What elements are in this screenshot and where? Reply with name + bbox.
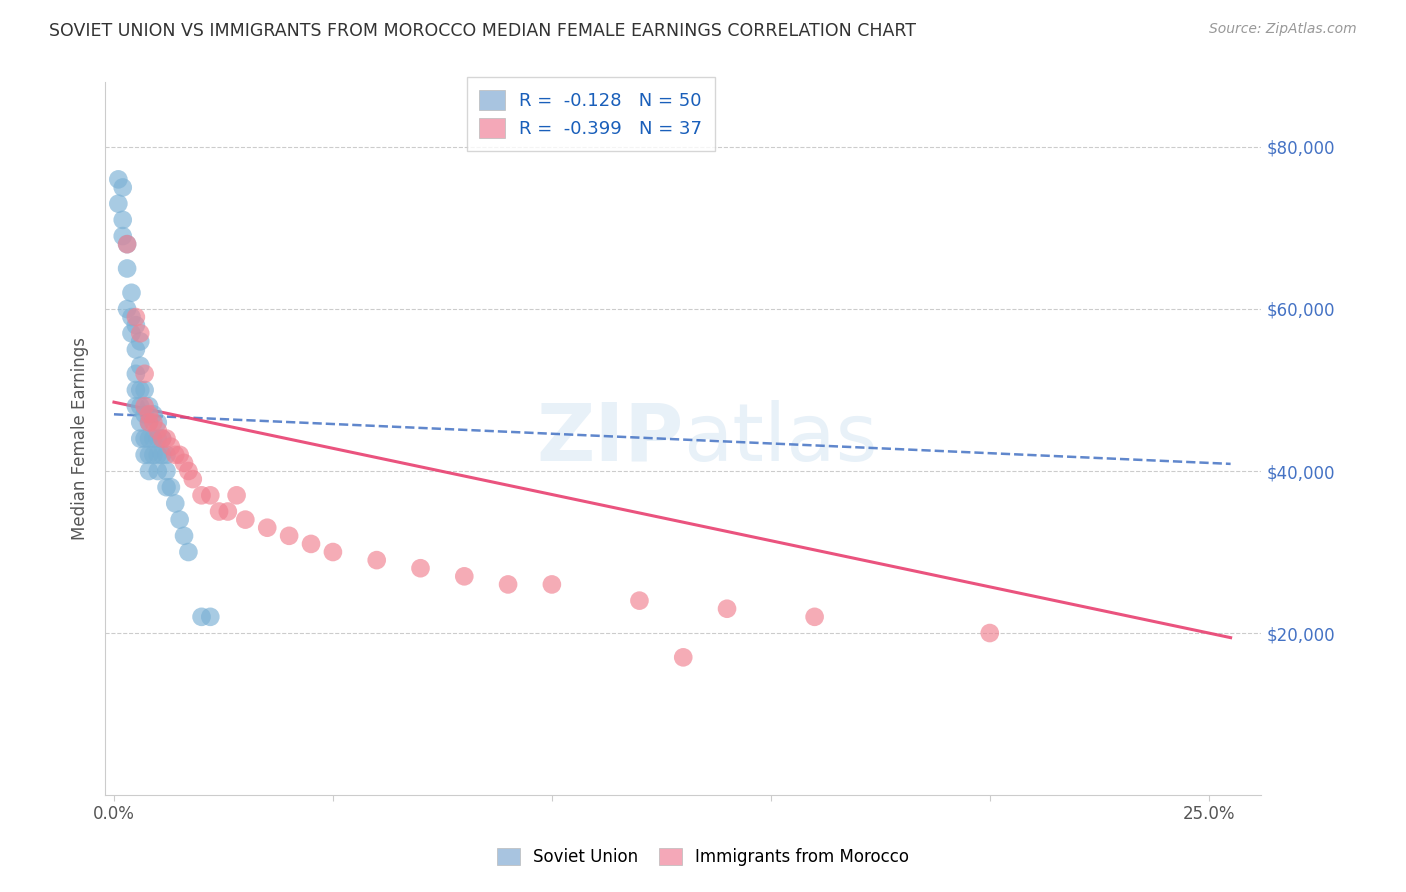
Point <box>125 383 148 397</box>
Point <box>672 650 695 665</box>
Point <box>138 407 160 421</box>
Point <box>979 626 1001 640</box>
Point <box>134 407 156 421</box>
Point <box>150 432 173 446</box>
Point <box>111 212 134 227</box>
Point <box>138 399 160 413</box>
Point <box>208 504 231 518</box>
Text: atlas: atlas <box>683 400 877 477</box>
Point <box>107 196 129 211</box>
Text: Source: ZipAtlas.com: Source: ZipAtlas.com <box>1209 22 1357 37</box>
Point <box>129 383 152 397</box>
Point <box>115 301 138 316</box>
Point <box>169 448 191 462</box>
Point <box>146 416 169 430</box>
Point <box>150 432 173 446</box>
Point <box>409 561 432 575</box>
Point <box>142 448 165 462</box>
Point <box>200 488 222 502</box>
Point <box>111 229 134 244</box>
Point <box>134 367 156 381</box>
Point <box>146 448 169 462</box>
Point <box>233 513 256 527</box>
Point <box>138 416 160 430</box>
Point <box>155 432 177 446</box>
Y-axis label: Median Female Earnings: Median Female Earnings <box>72 337 89 541</box>
Point <box>256 521 278 535</box>
Point <box>146 464 169 478</box>
Point <box>541 577 564 591</box>
Point <box>155 464 177 478</box>
Point <box>107 172 129 186</box>
Text: ZIP: ZIP <box>536 400 683 477</box>
Point <box>115 237 138 252</box>
Point <box>190 610 212 624</box>
Point <box>160 480 183 494</box>
Point <box>142 432 165 446</box>
Legend: Soviet Union, Immigrants from Morocco: Soviet Union, Immigrants from Morocco <box>491 841 915 873</box>
Point <box>716 601 738 615</box>
Point <box>177 464 200 478</box>
Point <box>125 367 148 381</box>
Point <box>129 416 152 430</box>
Point <box>366 553 388 567</box>
Point <box>225 488 247 502</box>
Point <box>142 416 165 430</box>
Point <box>146 424 169 438</box>
Point <box>125 399 148 413</box>
Point <box>200 610 222 624</box>
Point <box>155 480 177 494</box>
Point <box>190 488 212 502</box>
Point <box>173 456 195 470</box>
Point <box>134 432 156 446</box>
Point <box>299 537 322 551</box>
Point <box>628 593 651 607</box>
Point <box>121 326 143 341</box>
Point <box>496 577 519 591</box>
Point <box>165 448 187 462</box>
Point <box>278 529 301 543</box>
Point <box>129 432 152 446</box>
Point <box>115 237 138 252</box>
Point <box>165 496 187 510</box>
Point <box>129 326 152 341</box>
Point <box>134 383 156 397</box>
Point <box>115 261 138 276</box>
Point <box>129 399 152 413</box>
Point <box>803 610 825 624</box>
Point <box>142 407 165 421</box>
Point <box>160 440 183 454</box>
Point <box>125 343 148 357</box>
Point <box>125 310 148 324</box>
Point <box>129 334 152 349</box>
Point <box>217 504 239 518</box>
Point <box>138 432 160 446</box>
Point <box>155 448 177 462</box>
Point <box>138 464 160 478</box>
Point <box>322 545 344 559</box>
Point <box>125 318 148 333</box>
Point <box>181 472 204 486</box>
Point <box>121 285 143 300</box>
Legend: R =  -0.128   N = 50, R =  -0.399   N = 37: R = -0.128 N = 50, R = -0.399 N = 37 <box>467 77 714 151</box>
Text: SOVIET UNION VS IMMIGRANTS FROM MOROCCO MEDIAN FEMALE EARNINGS CORRELATION CHART: SOVIET UNION VS IMMIGRANTS FROM MOROCCO … <box>49 22 917 40</box>
Point <box>150 448 173 462</box>
Point <box>138 448 160 462</box>
Point <box>121 310 143 324</box>
Point <box>129 359 152 373</box>
Point <box>453 569 475 583</box>
Point <box>111 180 134 194</box>
Point <box>173 529 195 543</box>
Point <box>134 399 156 413</box>
Point <box>146 432 169 446</box>
Point <box>138 416 160 430</box>
Point <box>177 545 200 559</box>
Point <box>169 513 191 527</box>
Point <box>134 448 156 462</box>
